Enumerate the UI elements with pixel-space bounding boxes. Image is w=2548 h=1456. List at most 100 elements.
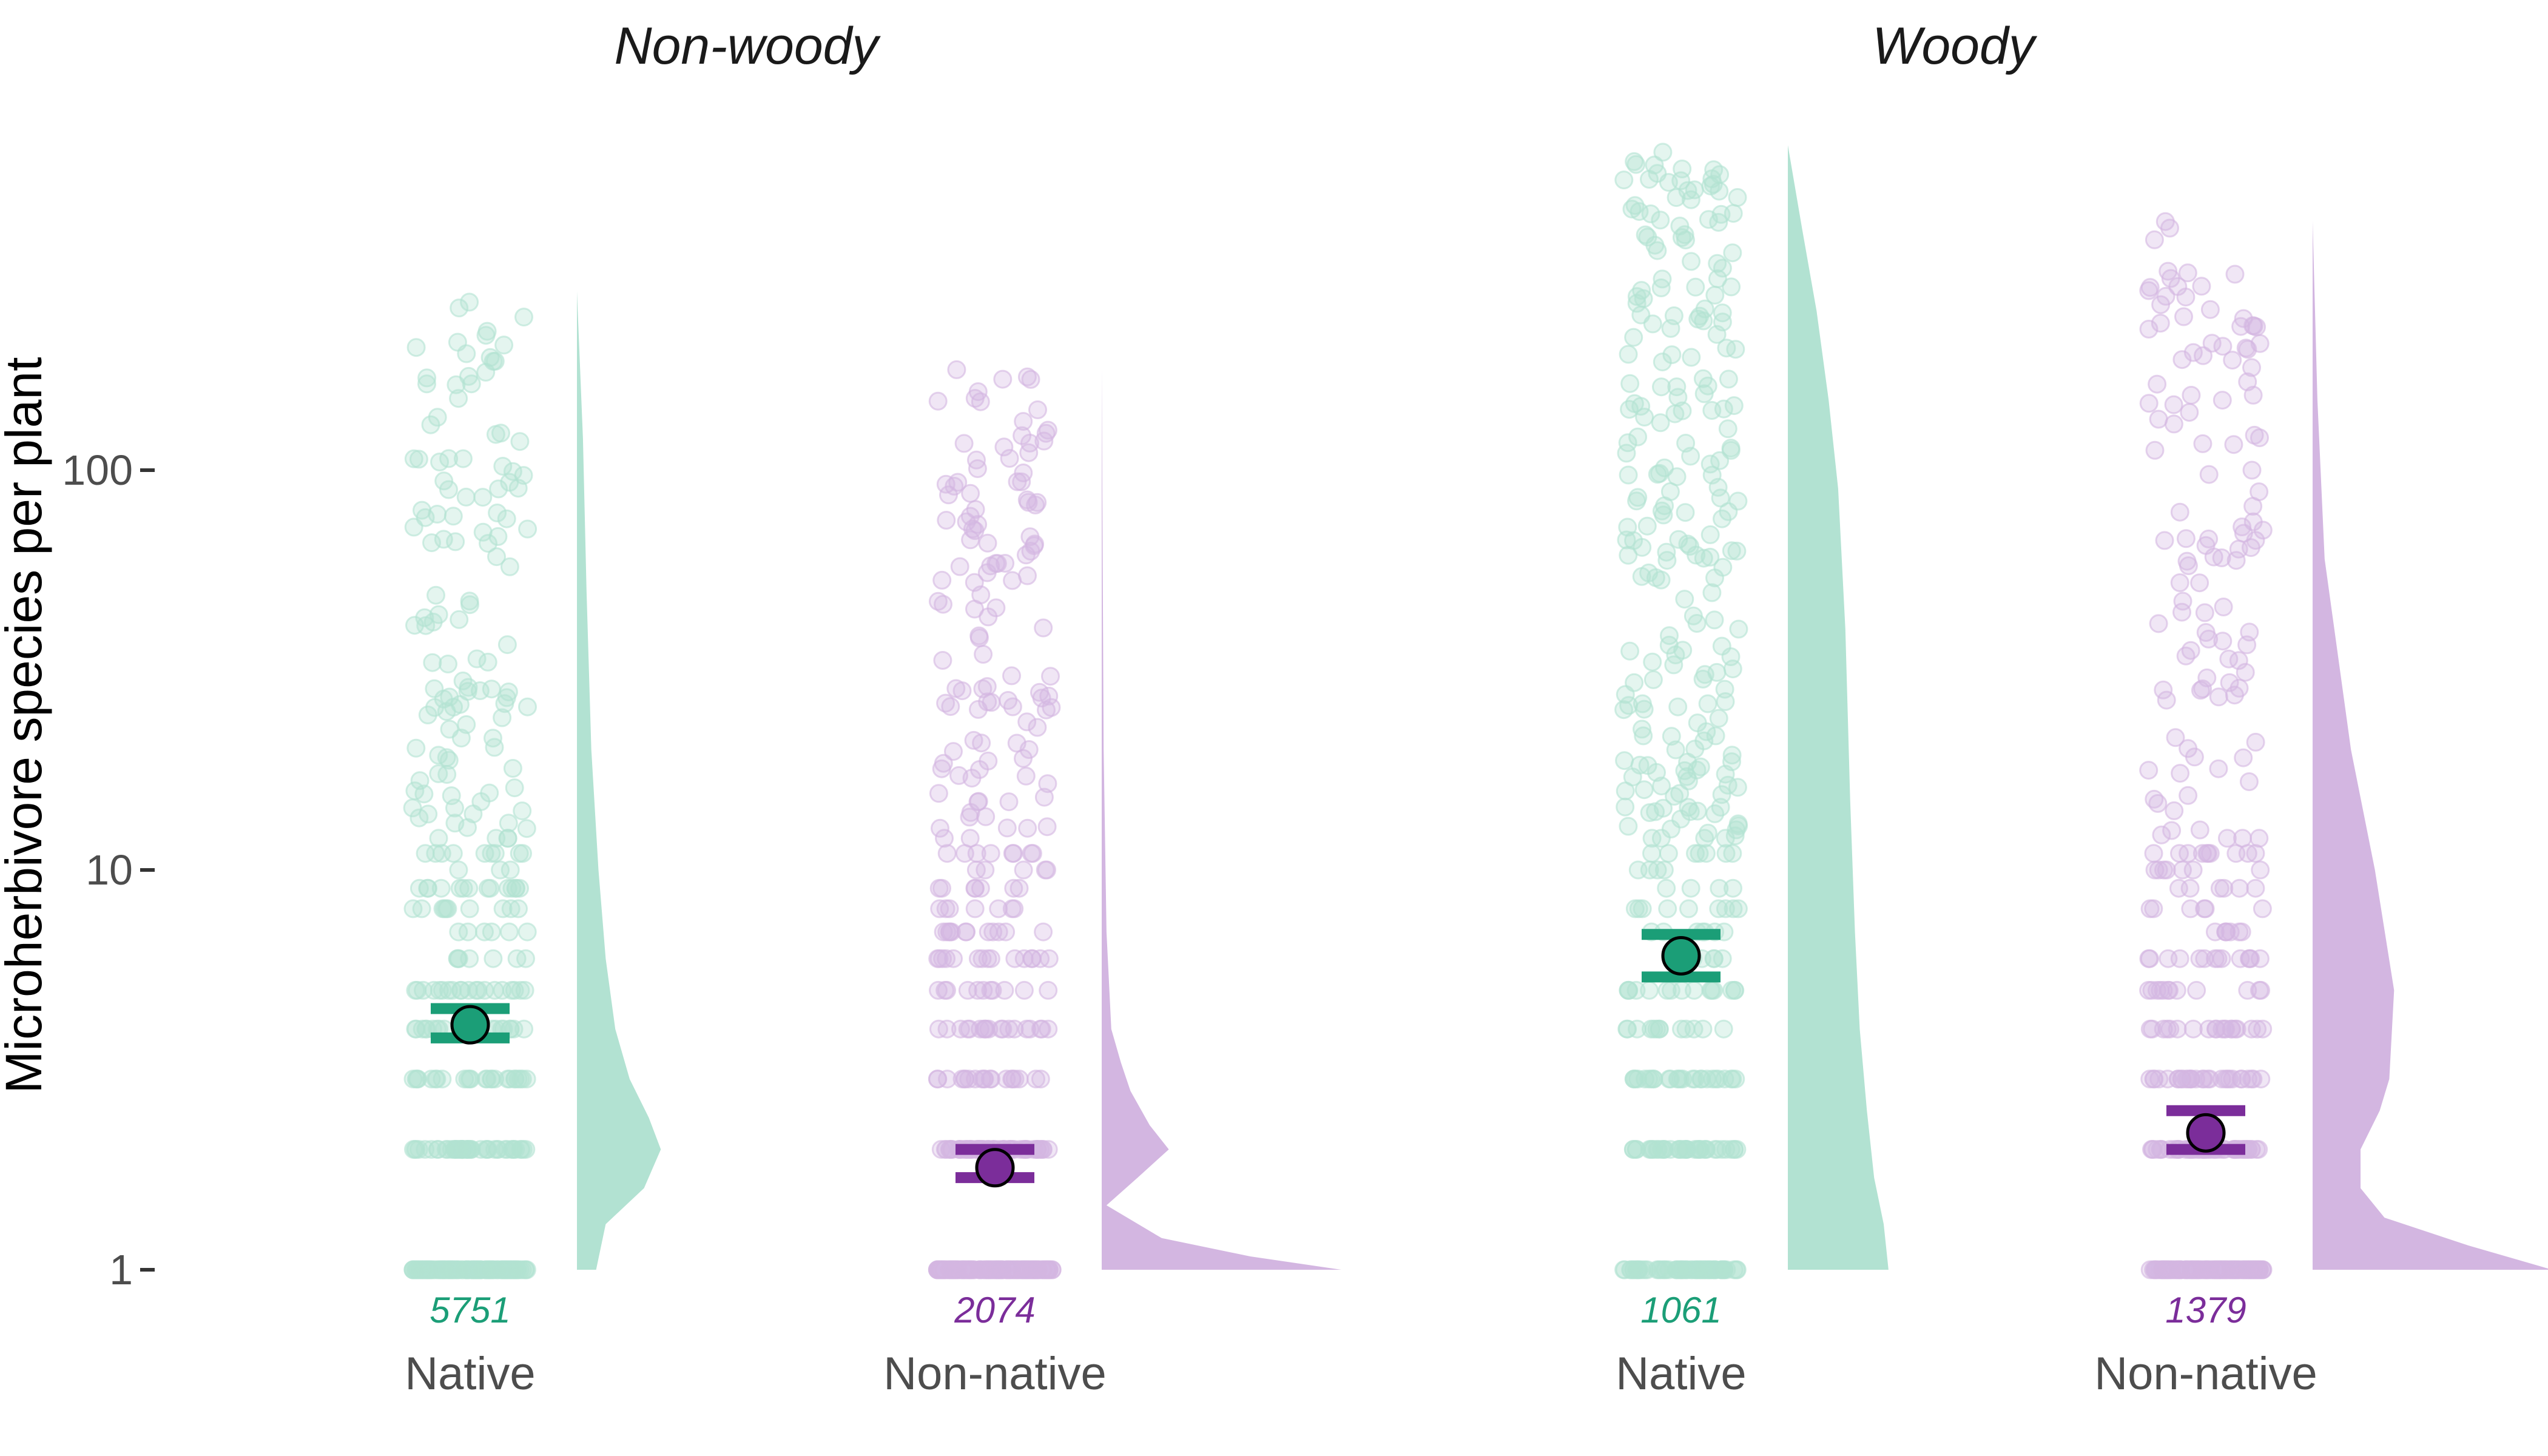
mean-point	[1661, 935, 1701, 976]
data-point	[1624, 1140, 1643, 1159]
data-point	[1678, 181, 1697, 200]
data-point	[518, 519, 538, 539]
data-point	[2213, 337, 2233, 356]
density-layer	[577, 145, 2548, 1270]
data-point	[931, 818, 949, 838]
data-point	[1003, 697, 1022, 716]
data-point	[2225, 265, 2245, 284]
data-point	[1654, 860, 1674, 880]
data-point	[2144, 1260, 2163, 1279]
data-point	[516, 949, 535, 968]
data-point	[976, 807, 996, 826]
data-point	[2238, 372, 2257, 391]
data-point	[2190, 573, 2209, 593]
data-point	[2169, 878, 2188, 898]
data-point	[479, 534, 497, 553]
data-point	[1620, 374, 1640, 393]
data-point	[1031, 1019, 1050, 1039]
data-point	[958, 980, 977, 1000]
data-point	[478, 878, 497, 898]
data-point	[2199, 629, 2219, 649]
data-point	[1018, 566, 1037, 585]
data-point	[408, 1260, 427, 1279]
data-point	[1625, 673, 1644, 692]
data-point	[424, 980, 443, 1000]
data-point	[455, 1070, 474, 1089]
data-point	[1665, 404, 1685, 423]
data-point	[940, 922, 959, 942]
data-point	[514, 308, 533, 327]
data-point	[998, 1260, 1017, 1279]
data-point	[1633, 720, 1651, 739]
data-point	[423, 612, 443, 632]
data-point	[510, 432, 530, 451]
data-point	[1028, 718, 1047, 737]
data-point	[2152, 825, 2171, 844]
data-point	[2219, 649, 2239, 669]
data-point	[1718, 775, 1737, 795]
data-point	[445, 814, 465, 833]
data-point	[1704, 980, 1724, 1000]
data-point	[2164, 395, 2183, 414]
data-point	[2242, 460, 2262, 480]
data-point	[1041, 667, 1060, 686]
data-point	[966, 878, 985, 898]
data-point	[1707, 325, 1727, 344]
data-point	[1722, 1070, 1741, 1089]
data-point	[476, 326, 496, 345]
data-point	[1640, 980, 1659, 1000]
data-point	[1700, 547, 1720, 567]
data-point	[2212, 1070, 2231, 1089]
data-point	[2239, 772, 2259, 791]
data-point	[933, 651, 952, 670]
data-point	[2216, 1019, 2236, 1039]
data-point	[968, 980, 988, 1000]
data-point	[1653, 143, 1673, 162]
data-point	[2242, 358, 2261, 377]
data-point	[449, 389, 468, 408]
data-point	[1619, 465, 1638, 485]
data-point	[1003, 844, 1022, 863]
data-point	[973, 1260, 992, 1279]
y-tick-label: 1	[109, 1246, 133, 1293]
data-point	[485, 351, 505, 371]
data-point	[505, 1070, 525, 1089]
data-point	[1615, 751, 1634, 770]
data-point	[462, 374, 481, 394]
data-point	[1031, 1070, 1050, 1089]
data-point	[478, 1140, 497, 1159]
data-point	[506, 1260, 525, 1279]
data-point	[1667, 467, 1687, 487]
density-cloud	[1102, 368, 1341, 1270]
data-point	[1679, 899, 1698, 918]
data-point	[1659, 173, 1678, 192]
data-point	[1704, 949, 1724, 968]
data-point	[2243, 497, 2263, 516]
data-point	[1643, 670, 1663, 689]
data-point	[445, 798, 464, 818]
data-point	[437, 1260, 457, 1279]
data-point	[2170, 573, 2189, 592]
data-point	[937, 844, 957, 863]
data-point	[448, 949, 468, 968]
data-point	[937, 511, 956, 530]
data-point	[1694, 731, 1714, 750]
data-point	[1039, 686, 1059, 706]
data-point	[460, 292, 479, 312]
data-point	[2192, 1260, 2212, 1279]
data-point	[1028, 400, 1047, 419]
data-point	[1713, 509, 1731, 528]
data-point	[1660, 1070, 1679, 1089]
data-point	[2179, 1070, 2198, 1089]
data-point	[1017, 490, 1037, 510]
data-point	[2139, 761, 2159, 780]
data-point	[1728, 188, 1747, 207]
data-point	[2144, 1070, 2163, 1089]
data-point	[515, 980, 534, 1000]
data-point	[1724, 899, 1743, 918]
data-point	[2250, 829, 2269, 848]
data-point	[944, 742, 963, 761]
data-point	[974, 1019, 994, 1039]
data-point	[1021, 369, 1040, 389]
labels-layer: Non-woody 5751 Native 2074 Non-native Woody 10…	[405, 17, 2317, 1400]
